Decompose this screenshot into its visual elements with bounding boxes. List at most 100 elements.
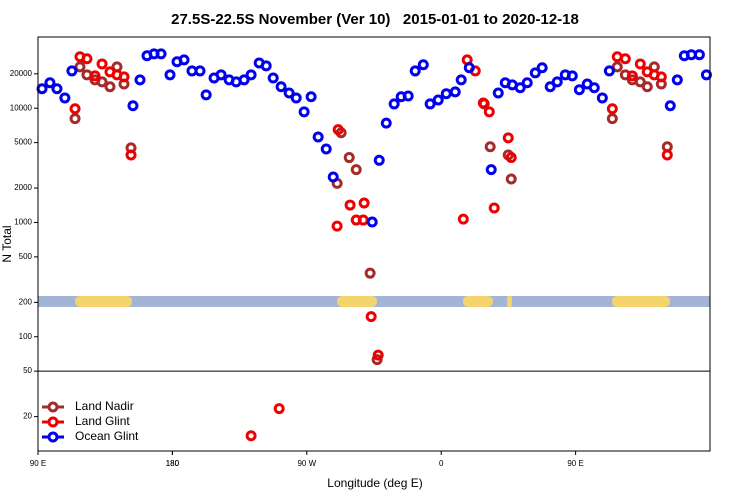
- point: [104, 81, 116, 93]
- point: [573, 84, 585, 96]
- point: [611, 61, 623, 73]
- point: [457, 213, 469, 225]
- point: [505, 173, 517, 185]
- point: [364, 267, 376, 279]
- point: [529, 67, 541, 79]
- point: [606, 103, 618, 115]
- point: [332, 124, 344, 136]
- point: [373, 154, 385, 166]
- point: [273, 403, 285, 415]
- point: [194, 65, 206, 77]
- y-tick-label: 20000: [10, 69, 33, 78]
- point: [357, 214, 369, 226]
- point: [312, 131, 324, 143]
- plot-frame: [37, 36, 711, 452]
- point: [327, 171, 339, 183]
- y-tick-label: 100: [19, 332, 33, 341]
- point: [432, 94, 444, 106]
- y-axis-label: N Total: [0, 225, 14, 262]
- point: [449, 86, 461, 98]
- point: [634, 58, 646, 70]
- point: [492, 87, 504, 99]
- point: [305, 91, 317, 103]
- point: [81, 53, 93, 65]
- point: [484, 141, 496, 153]
- point: [200, 89, 212, 101]
- point: [536, 62, 548, 74]
- y-tick-label: 2000: [14, 183, 32, 192]
- point: [350, 164, 362, 176]
- legend-label: Land Glint: [75, 414, 130, 428]
- point: [51, 83, 63, 95]
- point: [118, 71, 130, 83]
- point: [655, 71, 667, 83]
- x-tick-label: 0: [439, 459, 444, 468]
- point: [566, 70, 578, 82]
- point: [388, 98, 400, 110]
- point: [320, 143, 332, 155]
- point: [245, 430, 257, 442]
- point: [164, 69, 176, 81]
- point: [700, 69, 712, 81]
- point: [96, 58, 108, 70]
- point: [125, 149, 137, 161]
- point: [417, 59, 429, 71]
- point: [69, 113, 81, 125]
- point: [134, 74, 146, 86]
- legend-marker: [47, 431, 59, 443]
- point: [424, 98, 436, 110]
- point: [283, 87, 295, 99]
- point: [483, 106, 495, 118]
- y-tick-label: 20: [23, 412, 32, 421]
- point: [477, 97, 489, 109]
- point: [603, 65, 615, 77]
- point: [36, 83, 48, 95]
- point: [505, 152, 517, 164]
- legend-marker: [47, 401, 59, 413]
- legend-label: Ocean Glint: [75, 429, 139, 443]
- point: [59, 92, 71, 104]
- point: [551, 76, 563, 88]
- point: [661, 149, 673, 161]
- point: [343, 152, 355, 164]
- point: [238, 74, 250, 86]
- point: [275, 81, 287, 93]
- x-tick-label: 90 E: [30, 459, 46, 468]
- point: [502, 132, 514, 144]
- point: [409, 65, 421, 77]
- point: [74, 61, 86, 73]
- point: [245, 69, 257, 81]
- point: [365, 311, 377, 323]
- y-tick-label: 1000: [14, 218, 32, 227]
- point: [155, 48, 167, 60]
- x-tick-label: 180: [166, 459, 180, 468]
- point: [402, 90, 414, 102]
- point: [463, 62, 475, 74]
- point: [178, 54, 190, 66]
- point: [671, 74, 683, 86]
- legend-marker: [47, 416, 59, 428]
- point: [626, 70, 638, 82]
- x-axis-label: Longitude (deg E): [327, 476, 422, 490]
- point: [521, 77, 533, 89]
- point: [485, 164, 497, 176]
- y-tick-label: 200: [19, 297, 33, 306]
- point: [260, 60, 272, 72]
- point: [69, 103, 81, 115]
- y-tick-label: 50: [23, 366, 32, 375]
- point: [664, 100, 676, 112]
- x-tick-label: 90 E: [567, 459, 583, 468]
- point: [596, 92, 608, 104]
- point: [455, 74, 467, 86]
- chart-title: 27.5S-22.5S November (Ver 10) 2015-01-01…: [171, 11, 579, 28]
- point: [358, 197, 370, 209]
- point: [96, 76, 108, 88]
- point: [514, 82, 526, 94]
- land-mask-band: [38, 296, 710, 307]
- point: [641, 81, 653, 93]
- x-tick-label: 180: [166, 459, 180, 468]
- point: [440, 88, 452, 100]
- point: [89, 70, 101, 82]
- point: [488, 202, 500, 214]
